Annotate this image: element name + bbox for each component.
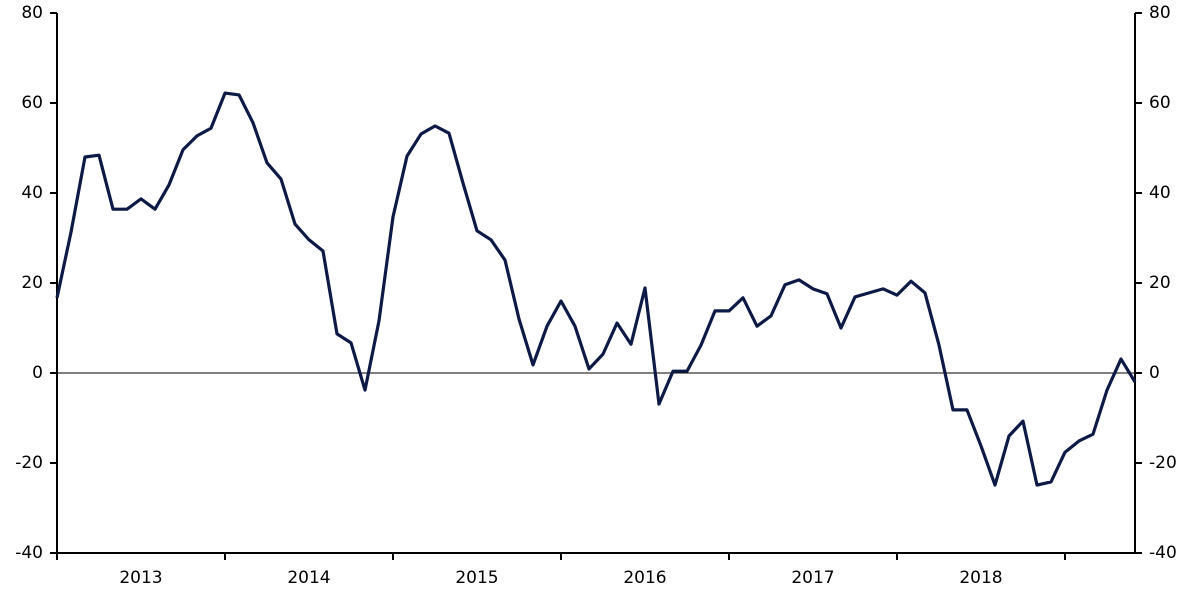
y-tick-label: -40 bbox=[15, 543, 43, 563]
y-tick-label: 80 bbox=[21, 3, 43, 23]
x-tick-label: 2014 bbox=[287, 568, 330, 588]
x-tick-label: 2013 bbox=[119, 568, 162, 588]
x-tick-label: 2015 bbox=[455, 568, 498, 588]
y2-tick-label: 0 bbox=[1149, 363, 1160, 383]
y2-tick-label: 60 bbox=[1149, 93, 1171, 113]
y2-tick-label: -40 bbox=[1149, 543, 1177, 563]
y2-tick-label: 80 bbox=[1149, 3, 1171, 23]
x-tick-label: 2016 bbox=[623, 568, 666, 588]
y-tick-label: 40 bbox=[21, 183, 43, 203]
y-tick-label: 20 bbox=[21, 273, 43, 293]
data-line bbox=[55, 91, 1137, 487]
y-tick-label: -20 bbox=[15, 453, 43, 473]
y2-tick-label: 40 bbox=[1149, 183, 1171, 203]
y-tick-label: 0 bbox=[32, 363, 43, 383]
y-tick-label: 60 bbox=[21, 93, 43, 113]
y2-tick-label: 20 bbox=[1149, 273, 1171, 293]
x-tick-label: 2017 bbox=[791, 568, 834, 588]
x-tick-label: 2018 bbox=[959, 568, 1002, 588]
y2-tick-label: -20 bbox=[1149, 453, 1177, 473]
